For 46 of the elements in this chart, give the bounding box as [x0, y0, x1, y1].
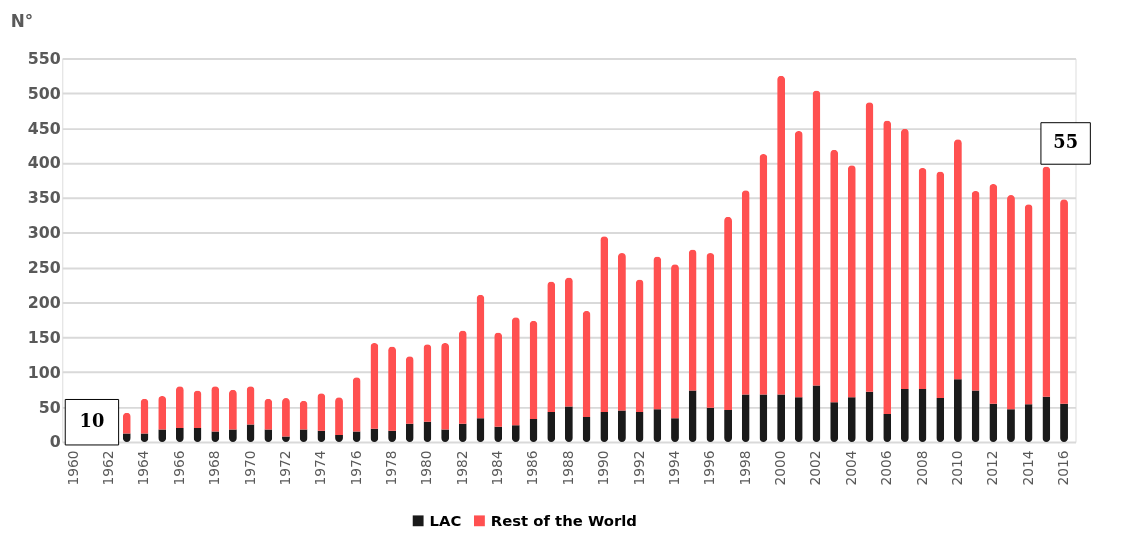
- x-tick-label: 1976: [347, 450, 364, 486]
- x-tick-label: 2002: [807, 450, 824, 486]
- y-tick-label: 0: [49, 432, 61, 452]
- x-tick-label: 2004: [842, 450, 859, 486]
- x-tick-label: 2000: [772, 450, 789, 486]
- y-tick-label: 450: [27, 118, 61, 138]
- y-tick-label: 50: [38, 397, 61, 417]
- y-tick-label: 100: [27, 362, 61, 382]
- x-tick-label: 2010: [948, 450, 965, 486]
- y-tick-label: 350: [27, 188, 61, 208]
- y-tick-label: 400: [27, 153, 61, 173]
- x-tick-label: 1962: [100, 450, 117, 486]
- x-tick-label: 1996: [701, 450, 718, 486]
- annotation: 55: [1053, 131, 1079, 153]
- y-tick-label: 250: [27, 258, 61, 278]
- x-tick-label: 2006: [878, 450, 895, 486]
- x-tick-label: 1966: [170, 450, 187, 486]
- x-tick-label: 1980: [418, 450, 435, 486]
- x-tick-label: 1968: [206, 450, 223, 486]
- x-tick-label: 1970: [241, 450, 258, 486]
- x-tick-label: 1964: [135, 450, 152, 486]
- y-tick-label: 150: [27, 327, 61, 347]
- x-tick-label: 1986: [524, 450, 541, 486]
- x-tick-label: 2012: [984, 450, 1001, 486]
- legend-label: Rest of the World: [490, 511, 637, 529]
- annotation: 10: [79, 410, 105, 432]
- x-tick-label: 1988: [559, 450, 576, 486]
- x-tick-label: 1990: [595, 450, 612, 486]
- y-tick-label: 550: [27, 48, 61, 68]
- x-tick-label: 1960: [64, 450, 81, 486]
- x-tick-label: 1998: [736, 450, 753, 486]
- y-tick-label: 500: [27, 83, 61, 103]
- y-tick-label: 300: [27, 223, 61, 243]
- x-tick-label: 1972: [276, 450, 293, 486]
- y-axis-title: N°: [10, 11, 34, 32]
- x-tick-label: 1994: [665, 450, 682, 486]
- y-tick-label: 200: [27, 292, 61, 312]
- x-tick-label: 1992: [630, 450, 647, 486]
- legend-label: LAC: [429, 511, 462, 529]
- x-tick-label: 1982: [453, 450, 470, 486]
- x-tick-label: 1974: [312, 450, 329, 486]
- x-tick-label: 2014: [1019, 450, 1036, 486]
- x-tick-label: 1978: [383, 450, 400, 486]
- x-tick-label: 2016: [1054, 450, 1071, 486]
- x-tick-label: 2008: [913, 450, 930, 486]
- x-tick-label: 1984: [489, 450, 506, 486]
